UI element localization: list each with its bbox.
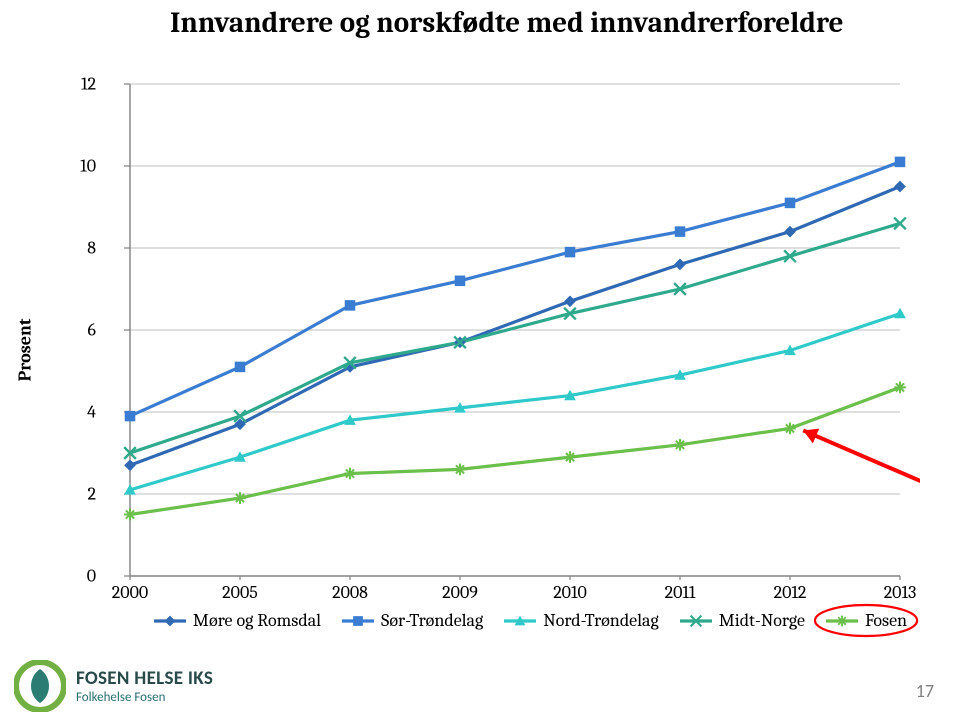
legend-label: Midt-Norge	[719, 610, 805, 631]
x-tick-label: 2013	[884, 582, 917, 603]
logo: FOSEN HELSE IKS Folkehelse Fosen	[14, 660, 213, 712]
logo-text-main: FOSEN HELSE IKS	[76, 667, 213, 690]
x-axis-ticks: 2000 2005 2008 2009 2010 2011 2012 2013	[100, 580, 920, 608]
legend-item: Sør-Trøndelag	[341, 610, 483, 631]
slide: Innvandrere og norskfødte med innvandrer…	[0, 0, 960, 720]
y-tick-label: 10	[80, 156, 96, 177]
y-tick-label: 8	[87, 238, 96, 259]
logo-icon	[14, 660, 66, 712]
x-tick-label: 2008	[332, 582, 368, 603]
x-tick-label: 2000	[112, 582, 148, 603]
legend-label: Sør-Trøndelag	[381, 610, 483, 631]
legend-label: Møre og Romsdal	[193, 610, 321, 631]
x-tick-label: 2009	[442, 582, 478, 603]
fosen-highlight-circle	[813, 603, 919, 638]
x-tick-label: 2005	[222, 582, 258, 603]
chart-area: Prosent 024681012 2000200520082009201020…	[60, 80, 930, 620]
y-tick-label: 12	[81, 74, 96, 95]
y-tick-label: 4	[87, 402, 96, 423]
legend-label: Nord-Trøndelag	[543, 610, 658, 631]
x-tick-label: 2010	[553, 582, 587, 603]
y-tick-label: 2	[88, 484, 97, 505]
y-tick-label: 0	[87, 566, 96, 587]
page-number: 17	[916, 680, 934, 702]
legend-item: Midt-Norge	[679, 610, 805, 631]
legend-item: Møre og Romsdal	[153, 610, 321, 631]
legend-item: Nord-Trøndelag	[503, 610, 658, 631]
x-tick-label: 2011	[665, 582, 696, 603]
line-chart	[100, 80, 920, 580]
chart-title: Innvandrere og norskfødte med innvandrer…	[170, 8, 870, 40]
y-axis-label: Prosent	[15, 319, 36, 382]
y-tick-label: 6	[88, 320, 96, 341]
logo-text-sub: Folkehelse Fosen	[76, 690, 213, 705]
y-axis-ticks: 024681012	[60, 80, 96, 580]
x-tick-label: 2012	[774, 582, 807, 603]
